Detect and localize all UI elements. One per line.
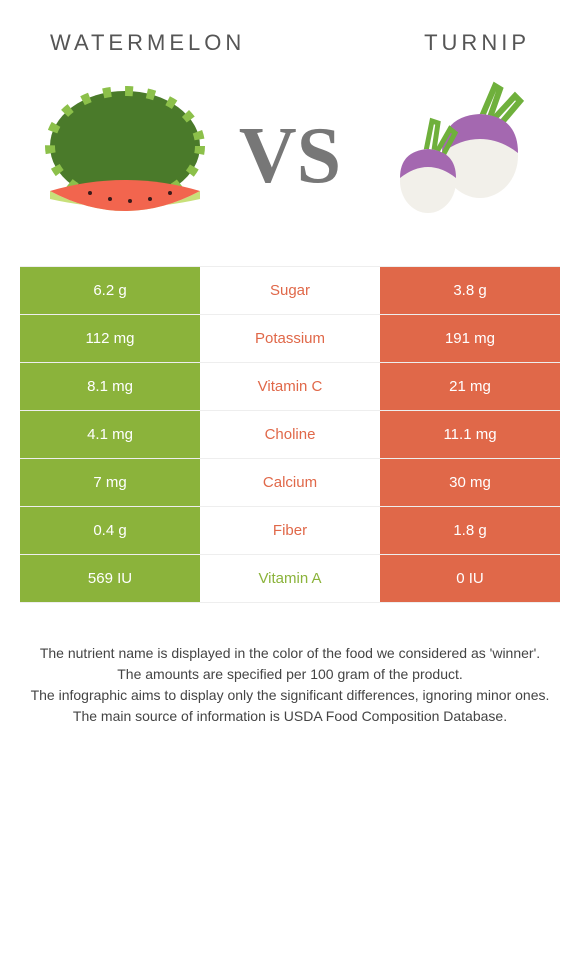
nutrient-row: 4.1 mgCholine11.1 mg bbox=[20, 411, 560, 459]
title-left: WATERMELON bbox=[50, 30, 245, 56]
footer-notes: The nutrient name is displayed in the co… bbox=[20, 603, 560, 727]
value-left: 569 IU bbox=[20, 555, 200, 602]
nutrient-name: Vitamin C bbox=[200, 363, 380, 410]
nutrient-name: Fiber bbox=[200, 507, 380, 554]
value-left: 7 mg bbox=[20, 459, 200, 506]
nutrient-row: 0.4 gFiber1.8 g bbox=[20, 507, 560, 555]
value-right: 11.1 mg bbox=[380, 411, 560, 458]
value-right: 3.8 g bbox=[380, 267, 560, 314]
value-right: 191 mg bbox=[380, 315, 560, 362]
value-left: 112 mg bbox=[20, 315, 200, 362]
nutrient-name: Choline bbox=[200, 411, 380, 458]
value-right: 1.8 g bbox=[380, 507, 560, 554]
nutrient-name: Sugar bbox=[200, 267, 380, 314]
footer-line: The main source of information is USDA F… bbox=[30, 706, 550, 727]
nutrient-row: 8.1 mgVitamin C21 mg bbox=[20, 363, 560, 411]
images-row: VS bbox=[20, 66, 560, 266]
value-right: 0 IU bbox=[380, 555, 560, 602]
vs-label: VS bbox=[239, 111, 341, 202]
watermelon-image bbox=[30, 76, 220, 236]
nutrient-row: 112 mgPotassium191 mg bbox=[20, 315, 560, 363]
value-right: 21 mg bbox=[380, 363, 560, 410]
nutrient-name: Calcium bbox=[200, 459, 380, 506]
nutrient-row: 6.2 gSugar3.8 g bbox=[20, 267, 560, 315]
value-left: 6.2 g bbox=[20, 267, 200, 314]
nutrient-row: 7 mgCalcium30 mg bbox=[20, 459, 560, 507]
nutrient-table: 6.2 gSugar3.8 g112 mgPotassium191 mg8.1 … bbox=[20, 266, 560, 603]
footer-line: The nutrient name is displayed in the co… bbox=[30, 643, 550, 664]
value-left: 8.1 mg bbox=[20, 363, 200, 410]
header: WATERMELON TURNIP bbox=[20, 30, 560, 66]
nutrient-name: Potassium bbox=[200, 315, 380, 362]
footer-line: The amounts are specified per 100 gram o… bbox=[30, 664, 550, 685]
footer-line: The infographic aims to display only the… bbox=[30, 685, 550, 706]
value-left: 4.1 mg bbox=[20, 411, 200, 458]
nutrient-name: Vitamin A bbox=[200, 555, 380, 602]
value-right: 30 mg bbox=[380, 459, 560, 506]
title-right: TURNIP bbox=[424, 30, 530, 56]
turnip-image bbox=[360, 76, 550, 236]
value-left: 0.4 g bbox=[20, 507, 200, 554]
nutrient-row: 569 IUVitamin A0 IU bbox=[20, 555, 560, 603]
